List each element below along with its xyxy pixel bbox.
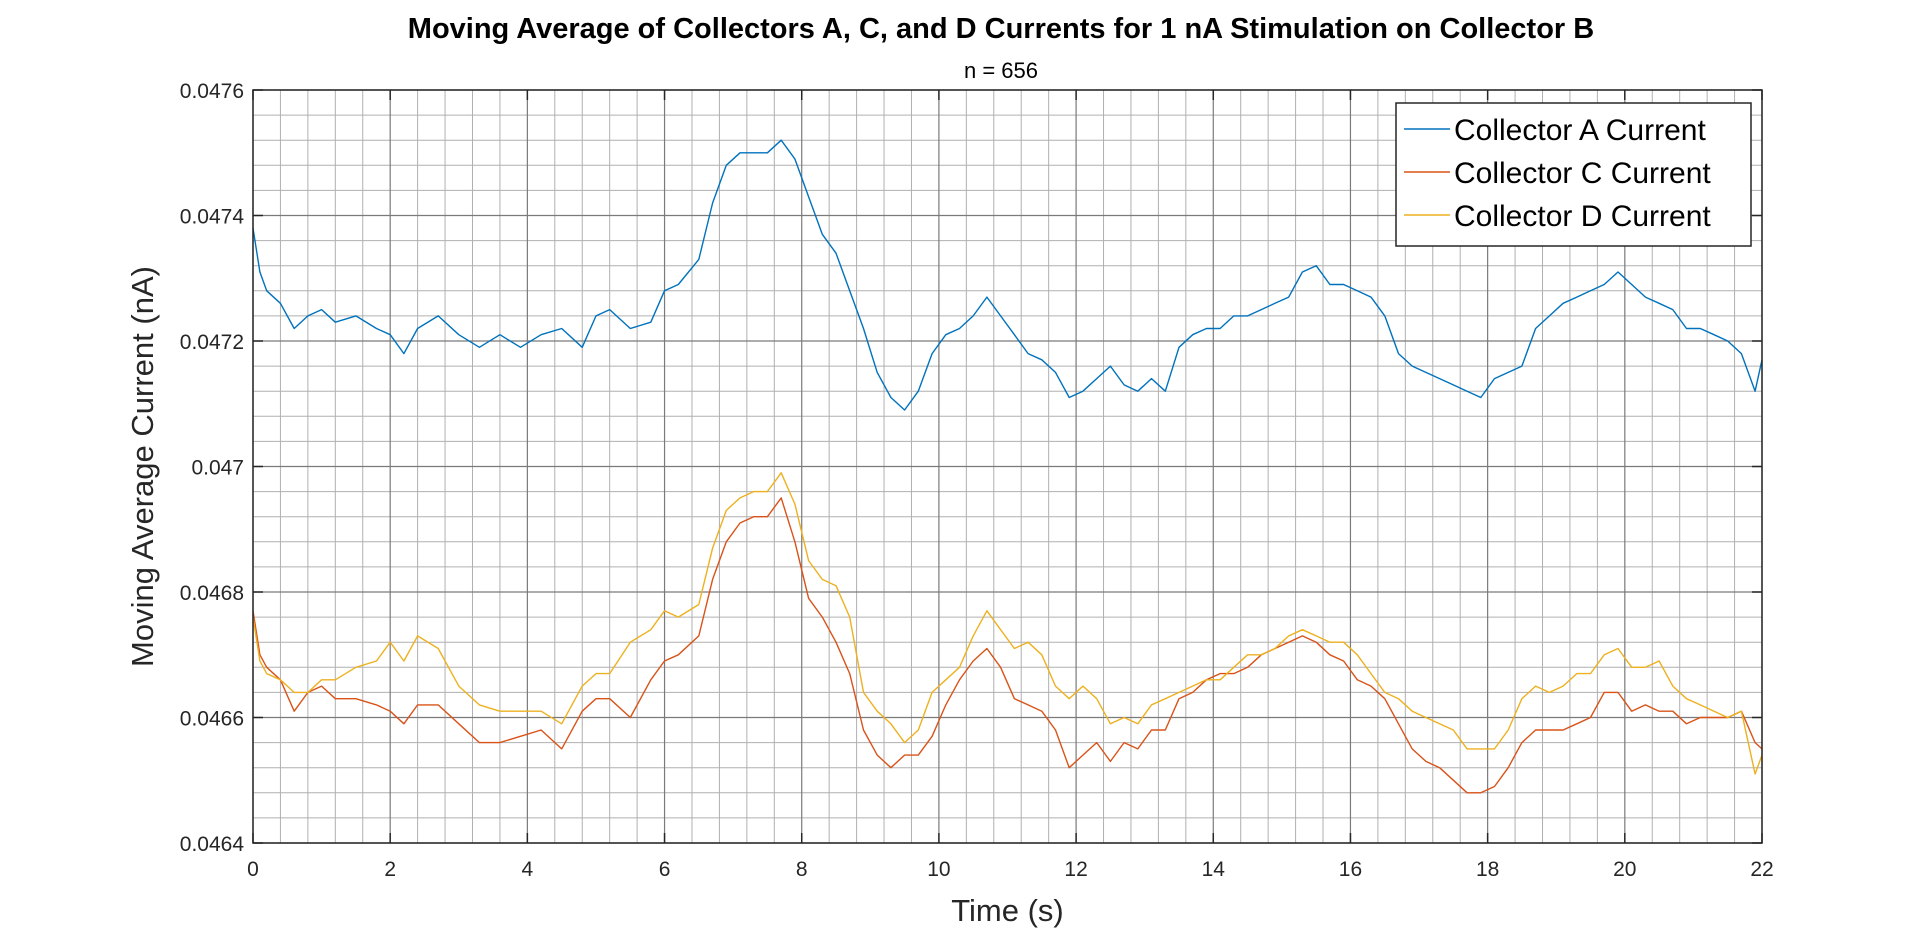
legend-entry-label: Collector C Current <box>1454 157 1711 190</box>
x-tick-label: 4 <box>522 858 534 881</box>
x-tick-label: 8 <box>796 858 808 881</box>
x-tick-label: 16 <box>1339 858 1362 881</box>
legend-box <box>1395 102 1752 247</box>
x-axis-label: Time (s) <box>951 893 1064 928</box>
x-tick-label: 22 <box>1750 858 1773 881</box>
chart-subtitle: n = 656 <box>964 58 1038 83</box>
y-tick-label: 0.0466 <box>180 708 244 731</box>
x-tick-label: 20 <box>1613 858 1636 881</box>
y-tick-label: 0.047 <box>191 457 244 480</box>
legend: Collector A Current Collector C Current Co… <box>1395 102 1752 247</box>
series-line-collector-a-current <box>252 139 1763 411</box>
ticks-layer: 0 2 4 6 8 10 12 14 16 18 20 22 0.0464 0.0466 0.0468 0.0… <box>180 80 1774 881</box>
x-tick-label: 18 <box>1476 858 1499 881</box>
series-layer <box>252 139 1763 794</box>
series-line-collector-d-current <box>252 472 1763 775</box>
series-line-collector-c-current <box>252 497 1763 794</box>
x-tick-label: 6 <box>659 858 671 881</box>
x-tick-label: 10 <box>927 858 950 881</box>
y-tick-label: 0.0464 <box>180 833 245 856</box>
x-tick-label: 2 <box>384 858 396 881</box>
x-tick-label: 14 <box>1202 858 1226 881</box>
legend-entry-label: Collector D Current <box>1454 200 1711 233</box>
chart-title: Moving Average of Collectors A, C, and D… <box>408 13 1594 45</box>
y-axis-label: Moving Average Current (nA) <box>125 266 160 667</box>
y-tick-label: 0.0472 <box>180 331 244 354</box>
y-tick-label: 0.0474 <box>180 206 245 229</box>
x-tick-label: 0 <box>247 858 259 881</box>
legend-entry-label: Collector A Current <box>1454 114 1706 147</box>
y-tick-label: 0.0476 <box>180 80 244 103</box>
x-tick-label: 12 <box>1064 858 1087 881</box>
y-tick-label: 0.0468 <box>180 582 244 605</box>
